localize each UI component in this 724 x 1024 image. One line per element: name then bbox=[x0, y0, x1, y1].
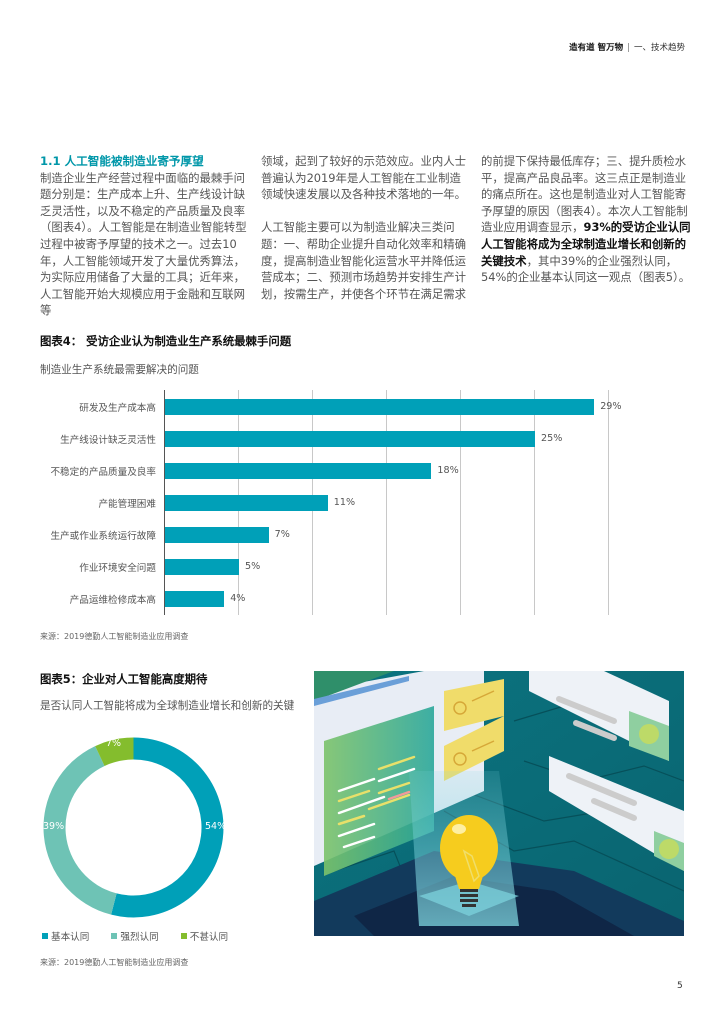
text-column-2: 领域，起到了较好的示范效应。业内人士普遍认为2019年是人工智能在工业制造领域快… bbox=[261, 153, 472, 302]
legend-label: 强烈认同 bbox=[120, 932, 159, 943]
bar-value-label: 11% bbox=[333, 497, 356, 508]
paragraph-gap bbox=[261, 203, 472, 220]
donut-value-label: 54% bbox=[205, 821, 227, 832]
bar-row: 作业环境安全问题 5% bbox=[0, 559, 724, 575]
figure4-source: 来源：2019德勤人工智能制造业应用调查 bbox=[40, 632, 189, 641]
bar bbox=[165, 559, 239, 575]
text-column-1: 1.1 人工智能被制造业寄予厚望 制造企业生产经营过程中面临的最棘手问题分别是：… bbox=[40, 153, 255, 319]
page-number: 5 bbox=[677, 981, 683, 991]
paragraph: 领域，起到了较好的示范效应。业内人士普遍认为2019年是人工智能在工业制造领域快… bbox=[261, 154, 467, 202]
paragraph: 制造企业生产经营过程中面临的最棘手问题分别是：生产成本上升、生产线设计缺乏灵活性… bbox=[40, 170, 247, 318]
paragraph-text: 的前提下保持最低库存；三、提升质检水平，提高产品良品率。这三点正是制造业的痛点所… bbox=[481, 154, 688, 235]
bar-row: 产能管理困难 11% bbox=[0, 495, 724, 511]
gridline bbox=[386, 390, 387, 615]
gridline bbox=[534, 390, 535, 615]
legend-label: 基本认同 bbox=[51, 932, 90, 943]
bar bbox=[165, 431, 535, 447]
donut-segment bbox=[111, 737, 224, 918]
figure5-source: 来源：2019德勤人工智能制造业应用调查 bbox=[40, 958, 189, 967]
donut-svg bbox=[43, 737, 224, 918]
header-brand: 造有道 智万物 bbox=[569, 43, 624, 53]
bar-category-label: 生产或作业系统运行故障 bbox=[50, 531, 156, 542]
bar-category-label: 生产线设计缺乏灵活性 bbox=[60, 435, 156, 446]
bar-category-label: 产品运维检修成本高 bbox=[69, 595, 156, 606]
bar bbox=[165, 399, 595, 415]
bar bbox=[165, 527, 269, 543]
legend-item-not: 不甚认同 bbox=[180, 929, 229, 943]
lightbulb-illustration-graphic bbox=[314, 671, 684, 936]
legend-item-strong: 强烈认同 bbox=[111, 929, 159, 943]
bar-row: 生产线设计缺乏灵活性 25% bbox=[0, 431, 724, 447]
header-separator: | bbox=[627, 43, 630, 53]
y-axis-line bbox=[164, 390, 165, 615]
legend-item-basic: 基本认同 bbox=[42, 929, 89, 943]
paragraph-text: ，其中39%的企业强烈认同，54%的企业基本认同这一观点（图表5）。 bbox=[481, 253, 691, 285]
section-heading: 1.1 人工智能被制造业寄予厚望 bbox=[40, 154, 204, 168]
legend-swatch bbox=[180, 933, 187, 939]
figure4-title: 图表4： 受访企业认为制造业生产系统最棘手问题 bbox=[40, 334, 292, 348]
bar bbox=[165, 463, 432, 479]
bar-chart: 研发及生产成本高 29% 生产线设计缺乏灵活性 25% 不稳定的产品质量及良率 18% 产能… bbox=[0, 390, 724, 615]
legend-swatch bbox=[42, 933, 48, 939]
figure5-subtitle: 是否认同人工智能将成为全球制造业增长和创新的关键 bbox=[40, 700, 295, 712]
bar-category-label: 不稳定的产品质量及良率 bbox=[50, 467, 156, 478]
bar-value-label: 18% bbox=[437, 465, 459, 476]
bar-value-label: 5% bbox=[245, 561, 261, 572]
bar-row: 产品运维检修成本高 4% bbox=[0, 591, 724, 607]
figure4-subtitle: 制造业生产系统最需要解决的问题 bbox=[40, 364, 199, 376]
bar-row: 研发及生产成本高 29% bbox=[0, 399, 724, 415]
donut-chart: 54% 39% 7% bbox=[43, 737, 227, 918]
bar-value-label: 25% bbox=[541, 433, 563, 444]
bar-row: 不稳定的产品质量及良率 18% bbox=[0, 463, 724, 479]
donut-value-label: 7% bbox=[106, 738, 122, 749]
header-section: 一、技术趋势 bbox=[633, 43, 685, 53]
paragraph: 人工智能主要可以为制造业解决三类问题：一、帮助企业提升自动化效率和精确度，提高制… bbox=[261, 220, 467, 301]
donut-segment bbox=[95, 737, 134, 766]
bar-category-label: 作业环境安全问题 bbox=[79, 563, 156, 574]
bar bbox=[165, 591, 225, 607]
donut-segment bbox=[43, 746, 117, 915]
bar-value-label: 7% bbox=[274, 529, 290, 540]
text-column-3: 的前提下保持最低库存；三、提升质检水平，提高产品良品率。这三点正是制造业的痛点所… bbox=[481, 153, 693, 286]
bar-value-label: 4% bbox=[230, 593, 246, 604]
bar bbox=[165, 495, 328, 511]
gridline bbox=[460, 390, 461, 615]
bar-row: 生产或作业系统运行故障 7% bbox=[0, 527, 724, 543]
donut-value-label: 39% bbox=[43, 821, 65, 832]
running-header: 造有道 智万物 | 一、技术趋势 bbox=[569, 41, 685, 53]
donut-legend: 基本认同 强烈认同 不甚认同 bbox=[42, 929, 228, 943]
legend-swatch bbox=[111, 933, 118, 939]
figure5-title: 图表5：企业对人工智能高度期待 bbox=[40, 672, 208, 686]
bar-value-label: 29% bbox=[600, 401, 622, 412]
key-finding: 93%的受访企业认同人工智能将成为全球制造业增长和创新的关键技术 bbox=[481, 220, 691, 268]
bar-category-label: 研发及生产成本高 bbox=[79, 403, 156, 414]
gridline bbox=[608, 390, 609, 615]
bar-category-label: 产能管理困难 bbox=[98, 499, 156, 510]
lightbulb-illustration bbox=[314, 671, 684, 936]
legend-label: 不甚认同 bbox=[189, 932, 229, 943]
